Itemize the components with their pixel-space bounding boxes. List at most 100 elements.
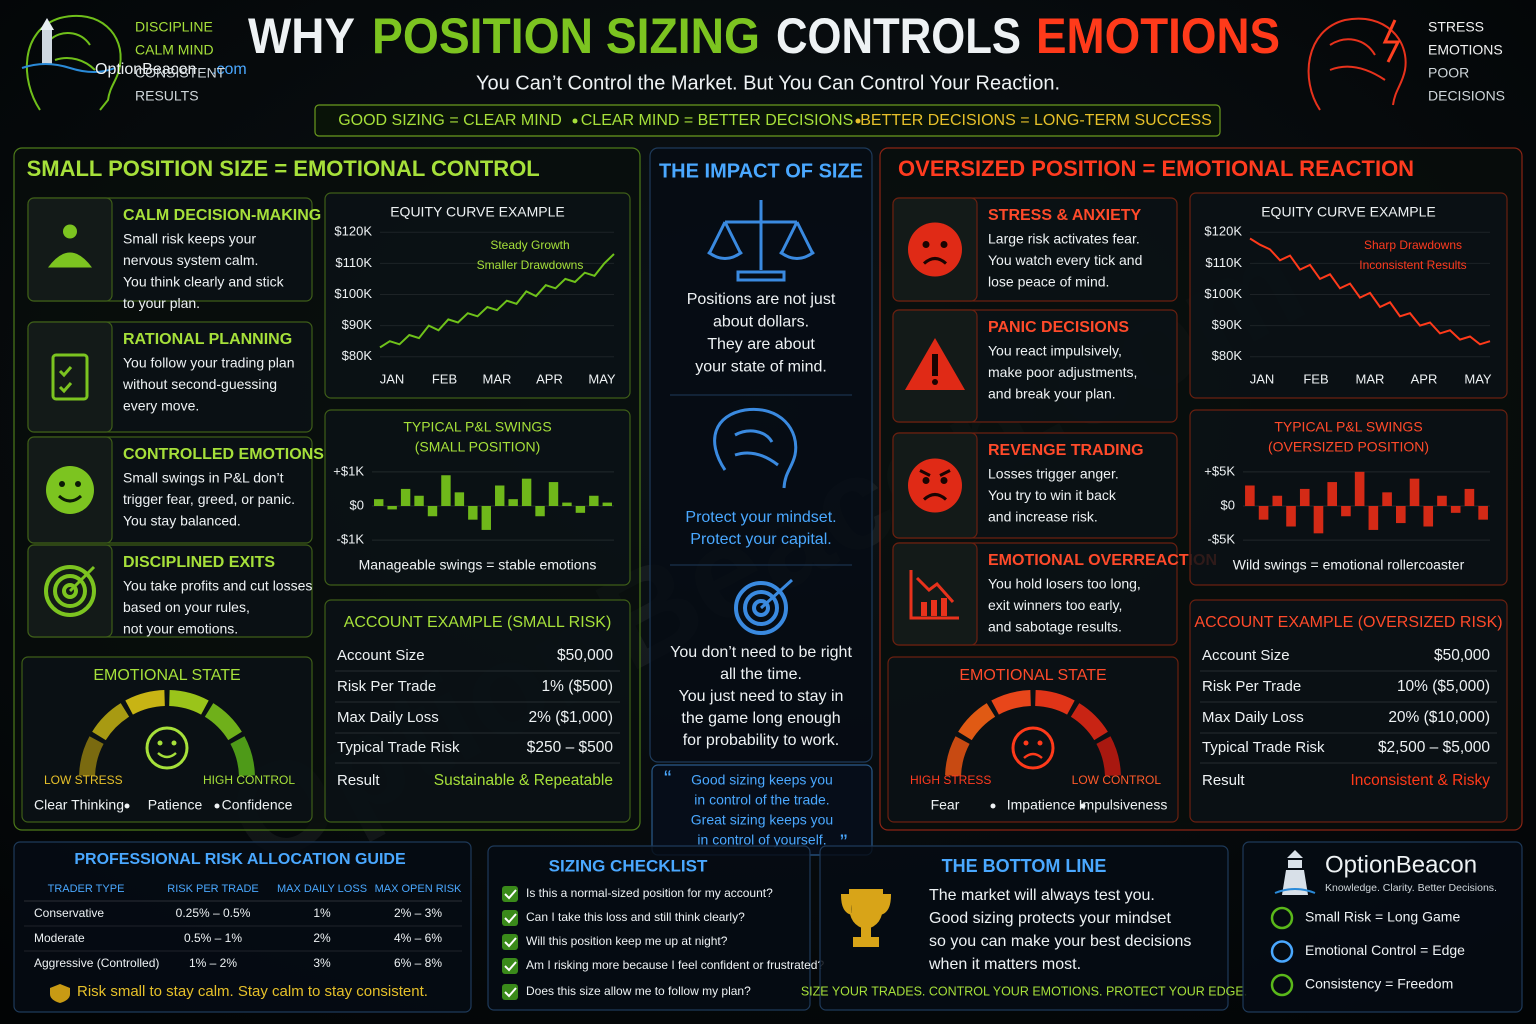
separator-dot (124, 803, 130, 809)
quote-text: in control of the trade. (694, 792, 829, 808)
brand-name: OptionBeacon (95, 61, 196, 78)
check-mark (504, 889, 517, 900)
item-text: You hold losers too long, (988, 576, 1141, 592)
bar (414, 495, 424, 506)
account-label: Risk Per Trade (337, 678, 436, 695)
check-box (502, 886, 518, 902)
x-tick-label: FEB (432, 371, 457, 386)
chart-note: Inconsistent Results (1359, 258, 1466, 272)
title: POSITION SIZING (372, 8, 760, 64)
chart-caption: Manageable swings = stable emotions (359, 557, 597, 573)
icon (48, 252, 92, 268)
check-box (502, 958, 518, 974)
bar (602, 502, 612, 506)
x-tick-label: MAR (1356, 371, 1385, 386)
y-tick-label: $0 (1221, 497, 1235, 512)
gauge-arc (92, 703, 130, 741)
center-text: They are about (707, 336, 815, 353)
icon (919, 469, 951, 477)
brand-icon (1270, 906, 1294, 930)
chart-title: EQUITY CURVE EXAMPLE (390, 204, 565, 220)
center-text: about dollars. (713, 314, 809, 331)
guide-cell: 2% (313, 931, 331, 945)
account-value: Sustainable & Repeatable (434, 772, 613, 789)
icon (75, 481, 81, 487)
guide-header: MAX OPEN RISK (375, 883, 462, 895)
gauge-face (1023, 752, 1043, 759)
item-text: You watch every tick and (988, 252, 1142, 268)
brand-name: OptionBeacon (1325, 851, 1477, 878)
guide-footer: Risk small to stay calm. Stay calm to st… (77, 983, 428, 1000)
lighthouse-wave (1274, 888, 1316, 894)
bar (1437, 495, 1447, 506)
gauge-high: LOW CONTROL (1072, 773, 1162, 787)
quote-text: Good sizing keeps you (691, 772, 833, 788)
checklist-item: Does this size allow me to follow my pla… (526, 984, 751, 998)
gauge-face (145, 726, 189, 770)
item-title: CALM DECISION-MAKING (123, 207, 321, 224)
chart-title: TYPICAL P&L SWINGS (1274, 419, 1422, 435)
bar (1245, 485, 1255, 506)
guide-title: PROFESSIONAL RISK ALLOCATION GUIDE (74, 851, 406, 868)
guide-cell: 2% – 3% (394, 906, 442, 920)
check-mark (504, 961, 517, 972)
gauge-trait: Clear Thinking (34, 797, 124, 813)
bar (562, 502, 572, 506)
account-value: 1% ($500) (541, 678, 613, 695)
y-tick-label: $100K (334, 286, 372, 301)
bottom-line-tagline: SIZE YOUR TRADES. CONTROL YOUR EMOTIONS.… (801, 984, 1247, 998)
gauge-title: EMOTIONAL STATE (93, 667, 240, 684)
y-tick-label: -$5K (1208, 532, 1236, 547)
chart-note: Steady Growth (490, 238, 569, 252)
gauge-trait: Fear (931, 797, 960, 813)
icon (44, 565, 96, 617)
item-text: You take profits and cut losses (123, 578, 312, 594)
header-word: RESULTS (135, 88, 199, 104)
item-title: CONTROLLED EMOTIONS (123, 446, 324, 463)
account-label: Result (1202, 772, 1245, 789)
bar (1423, 506, 1434, 527)
account-title: ACCOUNT EXAMPLE (OVERSIZED RISK) (1194, 614, 1502, 631)
brand-card (1242, 841, 1523, 1013)
item-text: and increase risk. (988, 509, 1098, 525)
icon (53, 574, 87, 608)
account-title: ACCOUNT EXAMPLE (SMALL RISK) (344, 614, 612, 631)
bar (1272, 495, 1283, 506)
item-text: You react impulsively, (988, 343, 1122, 359)
separator-dot (214, 803, 220, 809)
account-label: Typical Trade Risk (1202, 739, 1325, 756)
lighthouse-icon (1282, 850, 1308, 895)
banner-text: GOOD SIZING = CLEAR MIND (338, 112, 562, 129)
bar (1327, 482, 1337, 506)
chart-title: (SMALL POSITION) (415, 439, 541, 455)
x-tick-label: MAR (483, 371, 512, 386)
icon (932, 379, 938, 385)
target-icon (752, 599, 770, 617)
icon (921, 602, 927, 616)
icon (922, 493, 948, 501)
header-word: EMOTIONS (1428, 42, 1503, 58)
icon (46, 466, 94, 514)
x-tick-label: MAY (1464, 371, 1492, 386)
bar (1341, 506, 1351, 517)
guide-card (13, 841, 472, 1013)
bar (441, 475, 451, 506)
gauge-arc (1070, 703, 1108, 741)
item-title: REVENGE TRADING (988, 442, 1144, 459)
check-box (502, 910, 518, 926)
bar (548, 482, 559, 506)
guide-header: TRADER TYPE (48, 883, 125, 895)
bottom-line-title: THE BOTTOM LINE (942, 856, 1107, 876)
header-word: DISCIPLINE (135, 19, 213, 35)
icon (68, 565, 96, 593)
bar (1354, 471, 1365, 506)
x-tick-label: MAY (588, 371, 616, 386)
bar (427, 506, 438, 517)
item-text: exit winners too early, (988, 597, 1122, 613)
bar (589, 495, 599, 506)
icon (908, 458, 962, 513)
separator-dot (572, 118, 578, 124)
item-text: make poor adjustments, (988, 364, 1137, 380)
brand-tagline: Knowledge. Clarity. Better Decisions. (1325, 882, 1497, 894)
y-tick-label: $80K (1212, 348, 1243, 363)
